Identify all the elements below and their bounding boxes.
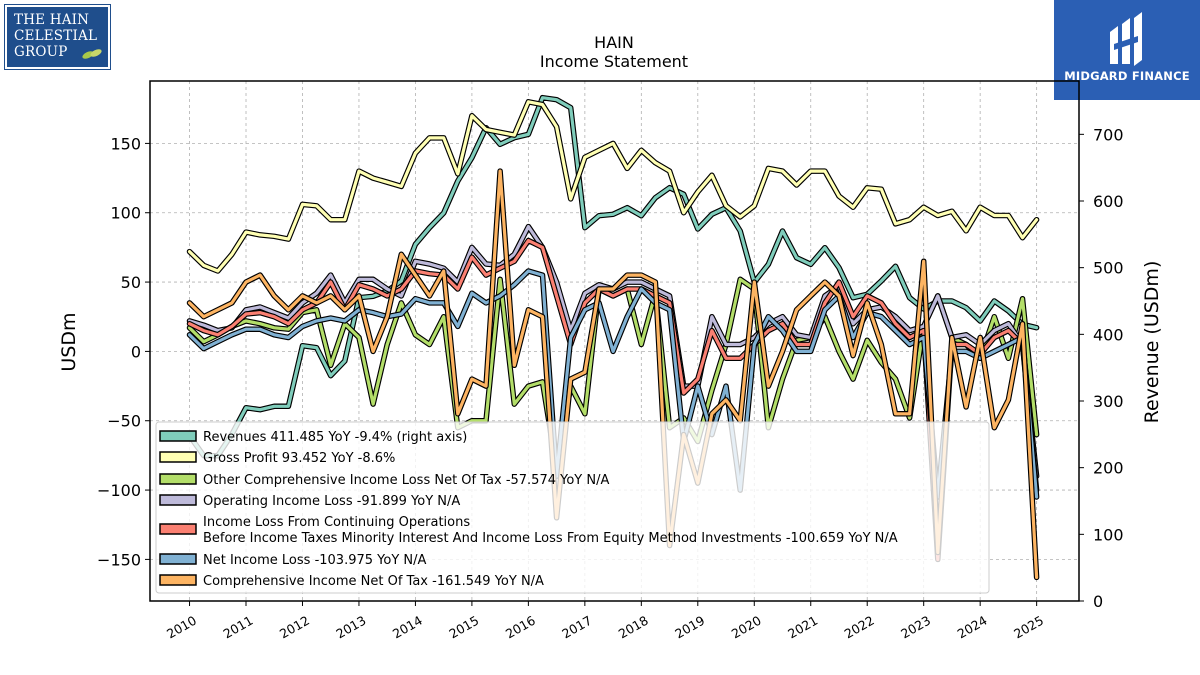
series-stroke (187, 169, 1039, 579)
right-y-tick-label: 500 (1093, 259, 1124, 278)
x-tick-label: 2010 (164, 613, 199, 642)
x-tick-label: 2025 (1011, 613, 1046, 642)
logo-line-2: CELESTIAL (14, 28, 98, 44)
series-5-line (186, 268, 1040, 500)
series-0-line (186, 94, 1040, 459)
x-tick-label: 2018 (616, 613, 651, 642)
x-tick-label: 2017 (559, 613, 594, 642)
series-lines (186, 94, 1040, 581)
right-y-tick-label: 300 (1093, 392, 1124, 411)
legend-swatch (159, 430, 197, 442)
y-tick-label: 50 (121, 273, 141, 292)
series-6-line (186, 168, 1040, 581)
legend-swatch (159, 494, 197, 506)
series-1-line (186, 99, 1040, 274)
right-y-axis-label: Revenue (USDm) (1141, 261, 1163, 424)
y-tick-label: 100 (110, 204, 141, 223)
legend: Revenues 411.485 YoY -9.4% (right axis) G… (155, 421, 990, 594)
y-tick-label: 0 (131, 342, 141, 361)
legend-label: Revenues 411.485 YoY -9.4% (right axis) (203, 430, 467, 445)
midgard-emblem-icon (1110, 12, 1142, 66)
legend-swatch (159, 523, 197, 535)
chart-subtitle: Income Statement (540, 52, 688, 71)
x-tick-label: 2021 (785, 613, 820, 642)
series-stroke (187, 100, 1039, 273)
legend-swatch (159, 473, 197, 485)
x-tick-label: 2011 (220, 613, 255, 642)
logo-line-1: THE HAIN (14, 12, 90, 28)
chart-title: HAIN (594, 33, 634, 52)
legend-label: Other Comprehensive Income Loss Net Of T… (203, 473, 609, 488)
right-y-tick-label: 400 (1093, 325, 1124, 344)
series-stroke (187, 96, 1039, 458)
right-y-tick-label: 0 (1093, 592, 1103, 611)
hain-celestial-logo: THE HAIN CELESTIAL GROUP (5, 5, 110, 69)
legend-swatch (159, 574, 197, 586)
y-tick-label: −50 (107, 412, 141, 431)
right-y-tick-label: 600 (1093, 192, 1124, 211)
legend-swatch (159, 451, 197, 463)
x-tick-label: 2022 (842, 613, 877, 642)
x-tick-label: 2019 (672, 613, 707, 642)
legend-label: Net Income Loss -103.975 YoY N/A (203, 553, 426, 568)
y-tick-label: −150 (97, 550, 141, 569)
right-y-tick-label: 700 (1093, 125, 1124, 144)
x-tick-label: 2014 (390, 613, 425, 642)
midgard-finance-label: MIDGARD FINANCE (1064, 69, 1190, 83)
y-tick-label: −100 (97, 481, 141, 500)
legend-box (155, 421, 990, 594)
leaf-icon (82, 49, 102, 59)
right-y-tick-label: 200 (1093, 459, 1124, 478)
series-4-line (186, 237, 1040, 563)
series-stroke (187, 238, 1039, 561)
legend-label: Before Income Taxes Minority Interest An… (203, 531, 898, 546)
series-stroke (187, 269, 1039, 499)
x-tick-label: 2023 (898, 613, 933, 642)
x-tick-label: 2024 (955, 613, 990, 642)
logo-line-3: GROUP (14, 44, 68, 60)
legend-label: Gross Profit 93.452 YoY -8.6% (203, 451, 395, 466)
x-tick-label: 2013 (333, 613, 368, 642)
right-y-tick-label: 100 (1093, 525, 1124, 544)
legend-label: Comprehensive Income Net Of Tax -161.549… (203, 574, 544, 589)
legend-label: Income Loss From Continuing Operations (203, 515, 470, 530)
x-tick-label: 2012 (277, 613, 312, 642)
x-tick-label: 2015 (446, 613, 481, 642)
y-axis-label: USDm (58, 312, 80, 371)
plot-frame (149, 80, 1080, 602)
y-tick-label: 150 (110, 134, 141, 153)
x-tick-label: 2016 (503, 613, 538, 642)
x-tick-label: 2020 (729, 613, 764, 642)
legend-label: Operating Income Loss -91.899 YoY N/A (203, 494, 460, 509)
legend-swatch (159, 553, 197, 565)
series-outline (186, 99, 1040, 274)
